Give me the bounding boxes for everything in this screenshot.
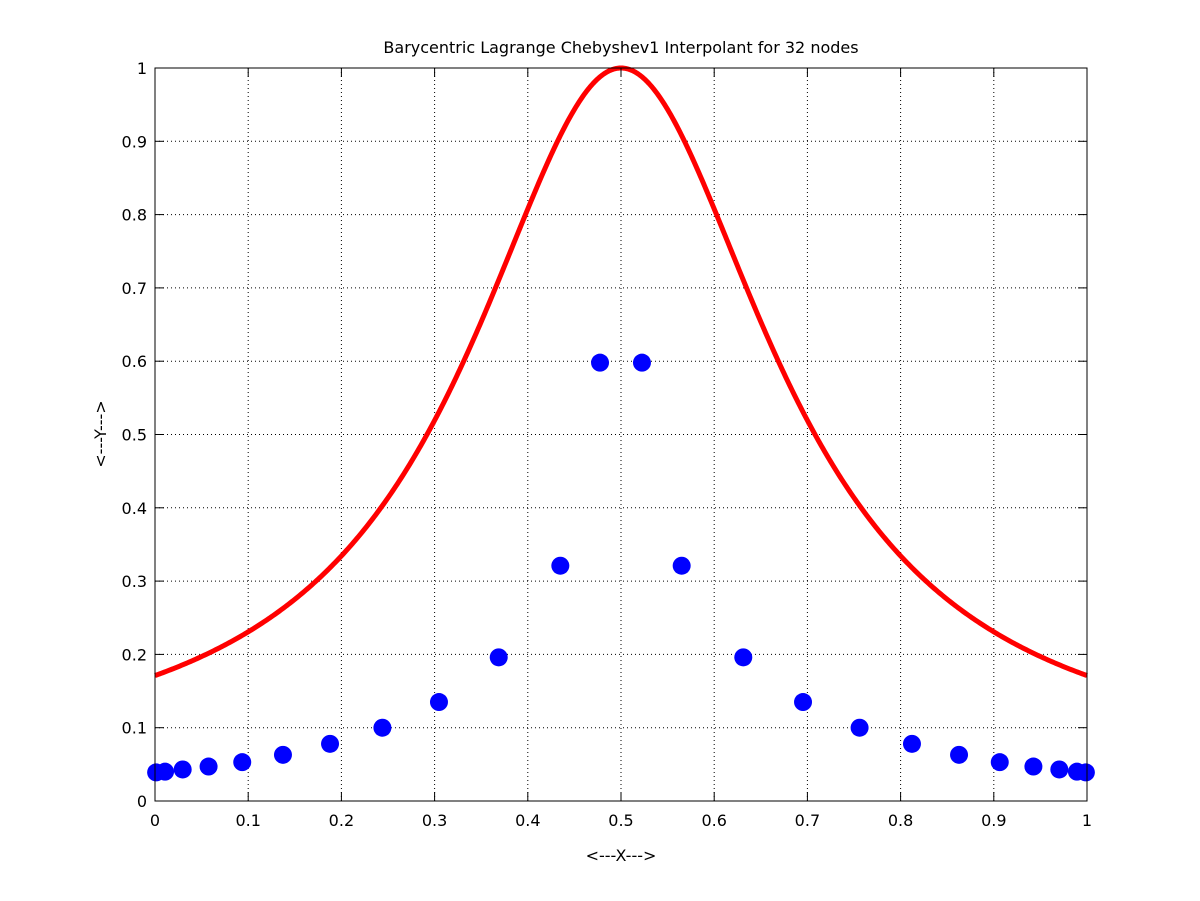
- axis-ticks: [154, 67, 1088, 802]
- node-points: [147, 353, 1095, 782]
- x-tick-label: 0.9: [981, 811, 1006, 830]
- node-point: [273, 745, 292, 764]
- node-point: [591, 353, 610, 372]
- node-point: [373, 718, 392, 737]
- node-point: [156, 762, 175, 781]
- node-point: [429, 693, 448, 712]
- y-tick-label: 0: [137, 792, 147, 811]
- x-tick-label: 1: [1082, 811, 1092, 830]
- y-axis-label: <---Y--->: [91, 400, 110, 467]
- node-point: [489, 648, 508, 667]
- x-tick-label: 0: [150, 811, 160, 830]
- y-tick-labels: 0 0.1 0.2 0.3 0.4 0.5 0.6 0.7 0.8 0.9 1: [122, 59, 147, 811]
- x-tick-label: 0.2: [329, 811, 354, 830]
- grid-lines: [155, 68, 1087, 801]
- node-point: [990, 753, 1009, 772]
- node-point: [950, 745, 969, 764]
- x-tick-labels: 0 0.1 0.2 0.3 0.4 0.5 0.6 0.7 0.8 0.9 1: [150, 811, 1092, 830]
- node-point: [233, 753, 252, 772]
- x-tick-label: 0.7: [795, 811, 820, 830]
- y-tick-label: 0.9: [122, 132, 147, 151]
- node-point: [1050, 760, 1069, 779]
- node-point: [632, 353, 651, 372]
- node-point: [173, 760, 192, 779]
- node-point: [199, 757, 218, 776]
- y-tick-label: 0.7: [122, 279, 147, 298]
- x-tick-label: 0.3: [422, 811, 447, 830]
- x-tick-label: 0.6: [701, 811, 726, 830]
- y-tick-label: 0.8: [122, 206, 147, 225]
- node-point: [672, 556, 691, 575]
- x-tick-label: 0.1: [235, 811, 260, 830]
- x-tick-label: 0.8: [888, 811, 913, 830]
- y-tick-label: 0.4: [122, 499, 147, 518]
- node-point: [902, 734, 921, 753]
- y-tick-label: 0.5: [122, 426, 147, 445]
- node-point: [734, 648, 753, 667]
- y-tick-label: 1: [137, 59, 147, 78]
- node-point: [551, 556, 570, 575]
- y-tick-label: 0.2: [122, 645, 147, 664]
- y-tick-label: 0.6: [122, 352, 147, 371]
- y-tick-label: 0.1: [122, 719, 147, 738]
- node-point: [321, 734, 340, 753]
- x-tick-label: 0.5: [608, 811, 633, 830]
- node-point: [850, 718, 869, 737]
- x-axis-label: <---X--->: [586, 846, 657, 865]
- node-point: [1024, 757, 1043, 776]
- chart-title: Barycentric Lagrange Chebyshev1 Interpol…: [383, 38, 858, 57]
- y-tick-label: 0.3: [122, 572, 147, 591]
- x-tick-label: 0.4: [515, 811, 540, 830]
- node-point: [794, 693, 813, 712]
- node-point: [1076, 763, 1095, 782]
